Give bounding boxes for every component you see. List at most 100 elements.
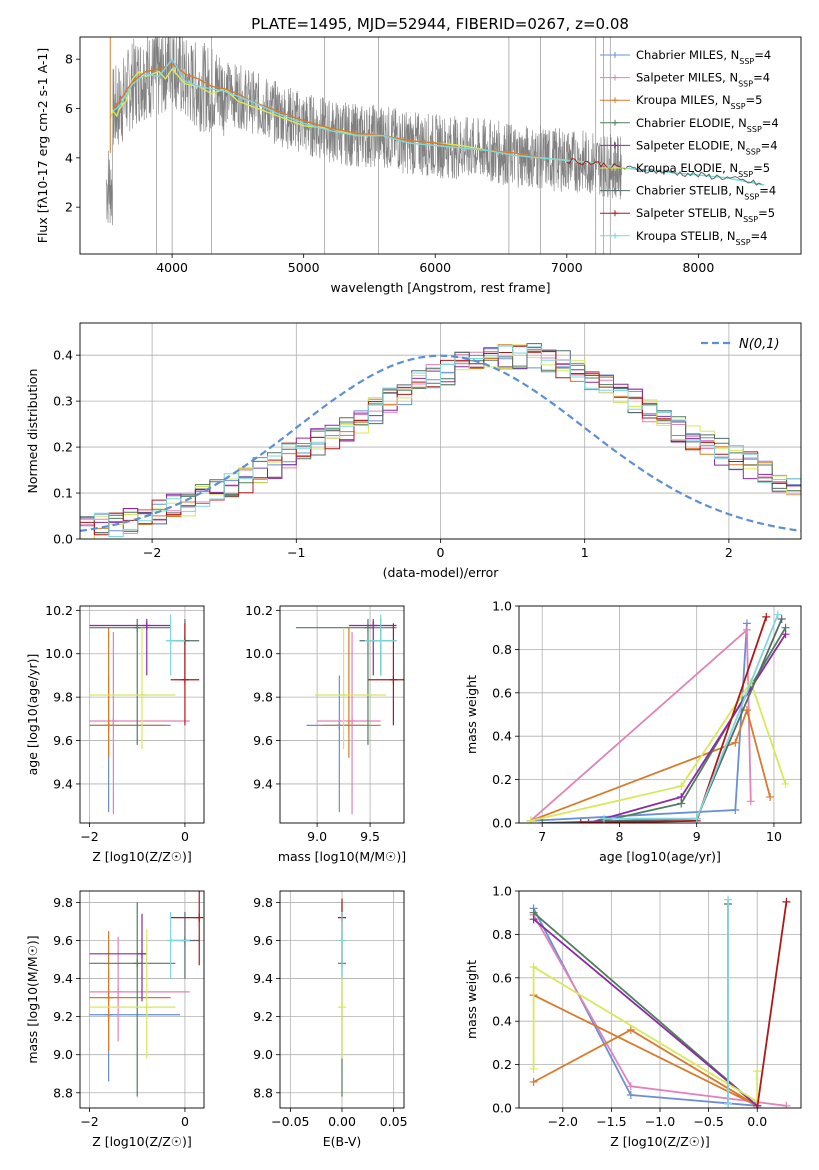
point-marker bbox=[626, 1082, 635, 1091]
y-tick-label: 9.0 bbox=[253, 1047, 273, 1062]
plot-area bbox=[80, 343, 801, 539]
x-tick-label: 8000 bbox=[682, 260, 714, 275]
x-tick-label: −2 bbox=[80, 829, 98, 844]
point-marker bbox=[781, 630, 790, 639]
point-marker bbox=[133, 959, 142, 968]
y-tick-label: 9.8 bbox=[253, 895, 273, 910]
legend-marker bbox=[612, 74, 618, 81]
y-tick-label: 10.2 bbox=[45, 603, 73, 618]
x-tick-label: 5000 bbox=[288, 260, 320, 275]
y-tick-label: 9.6 bbox=[253, 733, 273, 748]
mass-vs-metallicity-panel: −2 0 8.8 9.0 9.2 9.4 9.6 9.8 Z [log10(Z/Z☉)] mass… bbox=[25, 890, 205, 1149]
model-spectrum-line bbox=[621, 165, 762, 186]
chart-title: PLATE=1495, MJD=52944, FIBERID=0267, z=0… bbox=[251, 15, 629, 33]
axes-frame bbox=[79, 605, 205, 824]
point-marker bbox=[166, 636, 175, 645]
point-marker bbox=[746, 797, 755, 806]
y-axis-label: Normed distribution bbox=[25, 369, 40, 494]
y-tick-label: 0.1 bbox=[53, 486, 73, 501]
plot-area bbox=[338, 898, 346, 1097]
point-marker bbox=[781, 779, 790, 788]
axes-frame bbox=[518, 890, 802, 1109]
x-tick-label: −0.05 bbox=[271, 1114, 309, 1129]
observed-spectrum-line bbox=[106, 37, 623, 226]
point-marker bbox=[109, 717, 118, 726]
legend-label: Kroupa ELODIE, NSSP=5 bbox=[636, 161, 770, 179]
y-tick-label: 9.2 bbox=[253, 1009, 273, 1024]
y-tick-label: 9.6 bbox=[53, 733, 73, 748]
x-tick-label: −1.0 bbox=[645, 1114, 675, 1129]
point-marker bbox=[104, 993, 113, 1002]
y-tick-label: 9.8 bbox=[253, 690, 273, 705]
point-marker bbox=[782, 897, 791, 906]
point-marker bbox=[731, 738, 740, 747]
point-marker bbox=[529, 915, 538, 924]
point-marker bbox=[766, 792, 775, 801]
x-tick-label: 6000 bbox=[419, 260, 451, 275]
point-marker bbox=[114, 987, 123, 996]
y-tick-label: 8.8 bbox=[53, 1085, 73, 1100]
point-marker bbox=[599, 814, 608, 823]
legend-label: Salpeter MILES, NSSP=4 bbox=[636, 71, 770, 89]
x-tick-label: 8 bbox=[615, 829, 623, 844]
legend-marker bbox=[612, 119, 618, 126]
point-marker bbox=[389, 675, 398, 684]
point-marker bbox=[677, 792, 686, 801]
y-tick-label: 6 bbox=[65, 101, 73, 116]
point-marker bbox=[529, 1064, 538, 1073]
y-tick-label: 0.0 bbox=[53, 532, 73, 547]
y-tick-label: 10.2 bbox=[245, 603, 273, 618]
model-spectrum-line bbox=[566, 157, 623, 170]
y-tick-label: 0.8 bbox=[492, 927, 512, 942]
x-tick-label: 0 bbox=[181, 829, 189, 844]
point-marker bbox=[138, 949, 146, 958]
legend-label: Salpeter STELIB, NSSP=5 bbox=[636, 206, 775, 224]
x-tick-label: −1 bbox=[287, 545, 305, 560]
y-tick-label: 0.0 bbox=[492, 816, 512, 831]
y-tick-label: 0.4 bbox=[492, 729, 512, 744]
legend-marker bbox=[612, 165, 618, 171]
x-axis-label: Z [log10(Z/Z☉)] bbox=[610, 1134, 710, 1149]
x-axis-label: Z [log10(Z/Z☉)] bbox=[92, 849, 192, 864]
point-marker bbox=[742, 706, 751, 715]
weight-series-line bbox=[532, 965, 759, 1104]
y-axis-label: Flux [fλ10-17 erg cm-2 s-1 A-1] bbox=[35, 48, 50, 244]
point-marker bbox=[777, 615, 786, 624]
x-tick-label: 0.00 bbox=[328, 1114, 356, 1129]
point-marker bbox=[724, 895, 733, 904]
point-marker bbox=[142, 621, 151, 630]
x-axis-label: wavelength [Angstrom, rest frame] bbox=[330, 280, 550, 295]
y-tick-label: 8 bbox=[65, 52, 73, 67]
y-tick-label: 0.0 bbox=[492, 1101, 512, 1116]
x-tick-label: −2 bbox=[143, 545, 161, 560]
age-vs-mass-panel: 9.0 9.5 9.4 9.6 9.8 10.0 10.2 mass [log10(M/M☉)… bbox=[245, 603, 406, 864]
point-marker bbox=[363, 623, 372, 632]
legend-marker bbox=[612, 142, 618, 149]
x-tick-label: 7 bbox=[538, 829, 546, 844]
axes-frame bbox=[79, 36, 802, 255]
y-tick-label: 0.6 bbox=[492, 685, 512, 700]
point-marker bbox=[773, 610, 782, 619]
weight-series-line bbox=[530, 679, 787, 822]
point-marker bbox=[133, 623, 142, 632]
y-tick-label: 0.3 bbox=[53, 394, 73, 409]
weight-series-line bbox=[603, 627, 787, 822]
point-marker bbox=[724, 1099, 733, 1108]
axes-frame bbox=[79, 322, 802, 540]
x-axis-label: mass [log10(M/M☉)] bbox=[278, 849, 406, 864]
point-marker bbox=[742, 625, 751, 634]
point-marker bbox=[529, 1077, 538, 1086]
point-marker bbox=[344, 721, 353, 730]
x-tick-label: 0.05 bbox=[380, 1114, 408, 1129]
x-tick-label: 0 bbox=[181, 1114, 189, 1129]
axes-frame bbox=[518, 605, 802, 824]
y-tick-label: 10.0 bbox=[45, 646, 73, 661]
histogram-step bbox=[80, 344, 801, 539]
point-marker bbox=[584, 819, 593, 823]
y-tick-label: 0.6 bbox=[492, 970, 512, 985]
x-tick-label: −1.5 bbox=[596, 1114, 626, 1129]
y-tick-label: 1.0 bbox=[492, 884, 512, 899]
point-marker bbox=[339, 690, 348, 699]
model-spectrum-line bbox=[109, 67, 620, 169]
